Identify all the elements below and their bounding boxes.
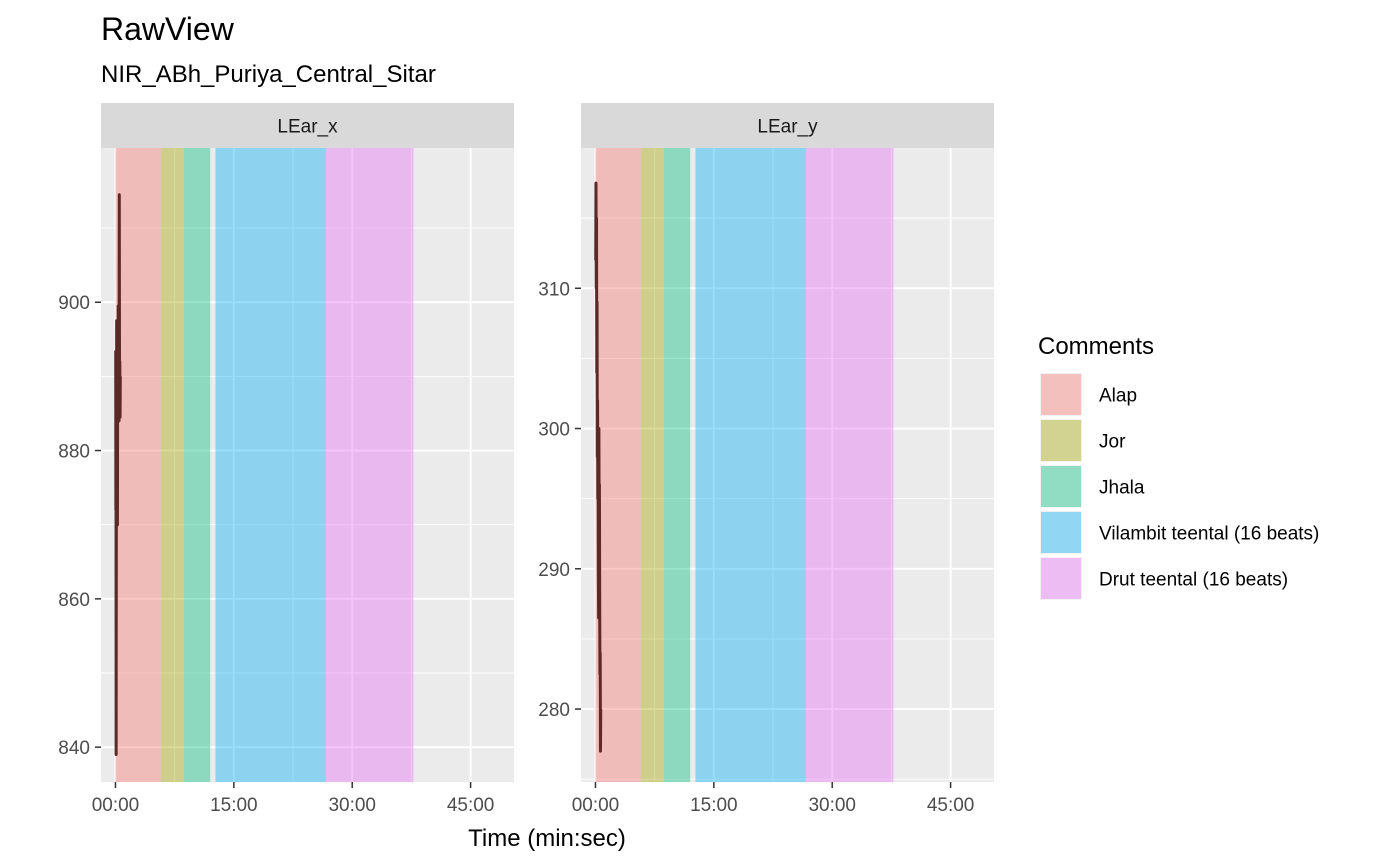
x-tick-label: 00:00 (92, 795, 140, 816)
x-axis-label: Time (min:sec) (468, 825, 626, 852)
legend-key-background (1040, 465, 1082, 508)
panel-lear-x: LEar_x 840 860 880 900 00:00 15:00 30:00 45:00 (58, 103, 514, 816)
section-band (805, 148, 894, 782)
y-tick-label: 900 (58, 293, 90, 314)
legend-key-swatch (1041, 558, 1081, 599)
y-tick-label: 860 (58, 590, 90, 611)
legend-key-swatch (1041, 420, 1081, 461)
chart-subtitle: NIR_ABh_Puriya_Central_Sitar (101, 61, 436, 88)
section-band (325, 148, 414, 782)
legend-item-label: Vilambit teental (16 beats) (1099, 524, 1319, 545)
legend-title: Comments (1038, 333, 1154, 360)
section-band (215, 148, 326, 782)
section-band (595, 148, 641, 782)
legend-key-background (1040, 419, 1082, 462)
panel-lear-y: LEar_y 280 290 300 310 00:00 15:00 30:00 45:00 (538, 103, 994, 816)
y-tick-label: 310 (538, 279, 570, 300)
y-tick-label: 880 (58, 442, 90, 463)
legend-item-label: Jor (1099, 432, 1126, 453)
section-band (695, 148, 806, 782)
legend-key-background (1040, 373, 1082, 416)
y-tick-label: 280 (538, 700, 570, 721)
facet-strip (101, 103, 514, 148)
legend-item-label: Drut teental (16 beats) (1099, 570, 1288, 591)
facet-strip-label: LEar_y (757, 117, 818, 138)
y-tick-label: 290 (538, 560, 570, 581)
section-band (663, 148, 691, 782)
y-tick-label: 300 (538, 420, 570, 441)
x-tick-label: 45:00 (447, 795, 495, 816)
section-band (160, 148, 184, 782)
panel-background (101, 148, 514, 782)
facet-strip (581, 103, 994, 148)
section-band (183, 148, 211, 782)
x-tick-label: 45:00 (927, 795, 975, 816)
chart-title: RawView (101, 11, 235, 47)
legend-item-label: Alap (1099, 386, 1137, 407)
data-line (594, 181, 603, 753)
section-band (640, 148, 664, 782)
data-line (114, 193, 122, 757)
x-tick-label: 15:00 (210, 795, 258, 816)
panel-background (581, 148, 994, 782)
legend-key-background (1040, 557, 1082, 600)
legend: Comments Alap Jor Jhala Vilambit teental (1… (1038, 333, 1319, 600)
facet-strip-label: LEar_x (277, 117, 338, 138)
x-tick-label: 30:00 (328, 795, 376, 816)
x-tick-label: 15:00 (690, 795, 738, 816)
legend-key-swatch (1041, 466, 1081, 507)
section-band (115, 148, 161, 782)
legend-key-background (1040, 511, 1082, 554)
x-tick-label: 30:00 (808, 795, 856, 816)
y-tick-label: 840 (58, 738, 90, 759)
x-tick-label: 00:00 (572, 795, 620, 816)
legend-key-swatch (1041, 374, 1081, 415)
legend-item-label: Jhala (1099, 478, 1145, 499)
legend-key-swatch (1041, 512, 1081, 553)
